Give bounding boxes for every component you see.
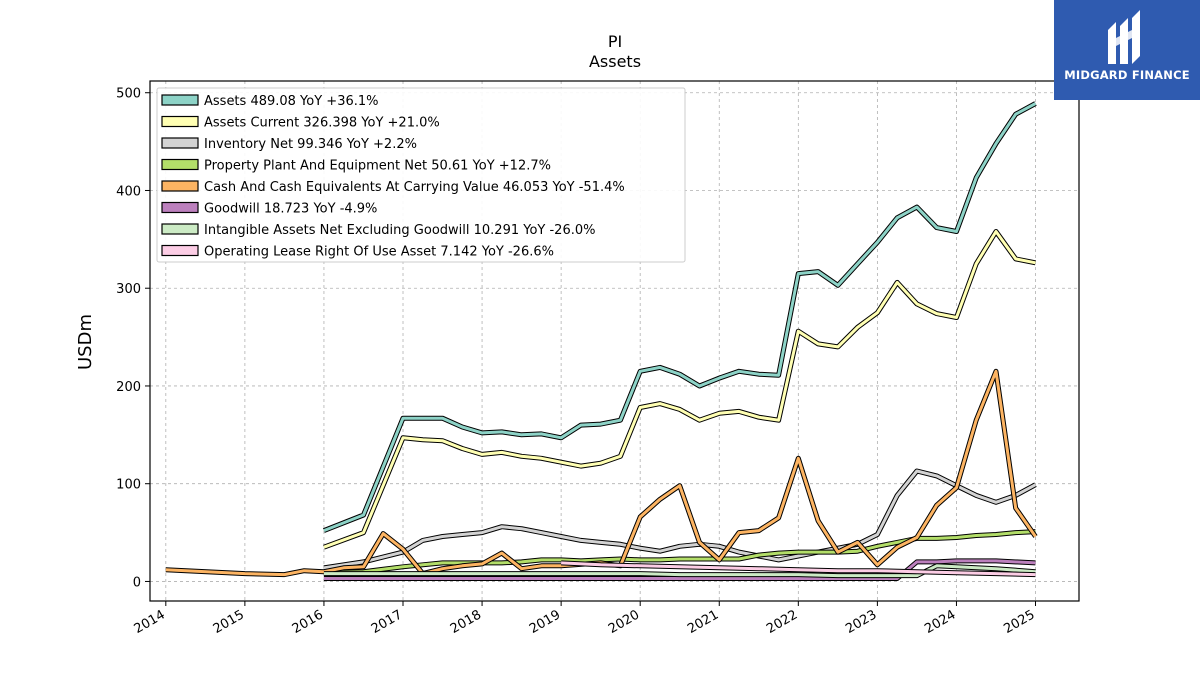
x-tick-label: 2020 [606,607,642,637]
chart-subtitle: Assets [589,52,641,71]
y-tick-label: 400 [116,184,141,199]
series-line [561,561,1036,577]
x-tick-label: 2023 [843,607,879,637]
x-tick-label: 2018 [448,607,484,637]
legend-label: Intangible Assets Net Excluding Goodwill… [204,223,595,238]
legend-label: Operating Lease Right Of Use Asset 7.142… [204,245,554,260]
x-tick-label: 2016 [290,607,326,637]
plot-frame [149,80,1080,602]
series-5 [323,558,1036,581]
legend-label: Cash And Cash Equivalents At Carrying Va… [204,180,625,195]
x-tick-label: 2015 [211,607,247,637]
brand-name: MIDGARD FINANCE [1064,68,1190,82]
legend-swatch [161,180,199,192]
legend-label: Assets 489.08 YoY +36.1% [204,94,379,109]
series-layer [165,101,1038,581]
legend-label: Property Plant And Equipment Net 50.61 Y… [204,159,551,174]
series-7 [560,560,1036,578]
series-4 [165,368,1038,578]
x-tick-label: 2024 [922,607,958,637]
y-tick-label: 200 [116,380,141,395]
x-tick-label: 2014 [132,607,168,637]
y-tick-label: 0 [133,575,141,590]
series-1 [323,229,1036,550]
legend-label: Inventory Net 99.346 YoY +2.2% [204,137,417,152]
legend-swatch [161,244,199,257]
legend-label: Assets Current 326.398 YoY +21.0% [204,116,440,131]
y-tick-label: 100 [116,478,141,493]
series-6 [323,563,1036,579]
series-outline [323,229,1036,550]
series-line [323,102,1037,532]
series-line [323,564,1036,578]
x-tick-label: 2021 [685,607,721,637]
y-tick-label: 300 [116,282,141,297]
brand-mark-icon [1108,10,1140,64]
x-tick-label: 2017 [369,607,405,637]
series-0 [322,101,1037,533]
x-tick-label: 2019 [527,607,563,637]
legend-swatch [161,137,199,149]
legend-swatch [161,223,199,235]
legend-swatch [161,94,199,106]
series-line [165,369,1037,577]
brand-logo: MIDGARD FINANCE [1054,0,1200,100]
legend: Assets 489.08 YoY +36.1% Assets Current 3… [156,87,686,263]
legend-swatch [161,158,199,171]
y-tick-label: 500 [116,87,141,102]
legend-label: Goodwill 18.723 YoY -4.9% [204,202,377,217]
legend-swatch [161,201,199,214]
chart-title: PI [608,32,622,51]
x-tick-label: 2025 [1001,607,1037,637]
x-tick-label: 2022 [764,607,800,637]
legend-swatch [161,115,199,128]
y-axis-label: USDm [75,314,96,370]
series-line [323,559,1036,580]
series-line [323,230,1036,549]
legend-box [156,87,686,263]
